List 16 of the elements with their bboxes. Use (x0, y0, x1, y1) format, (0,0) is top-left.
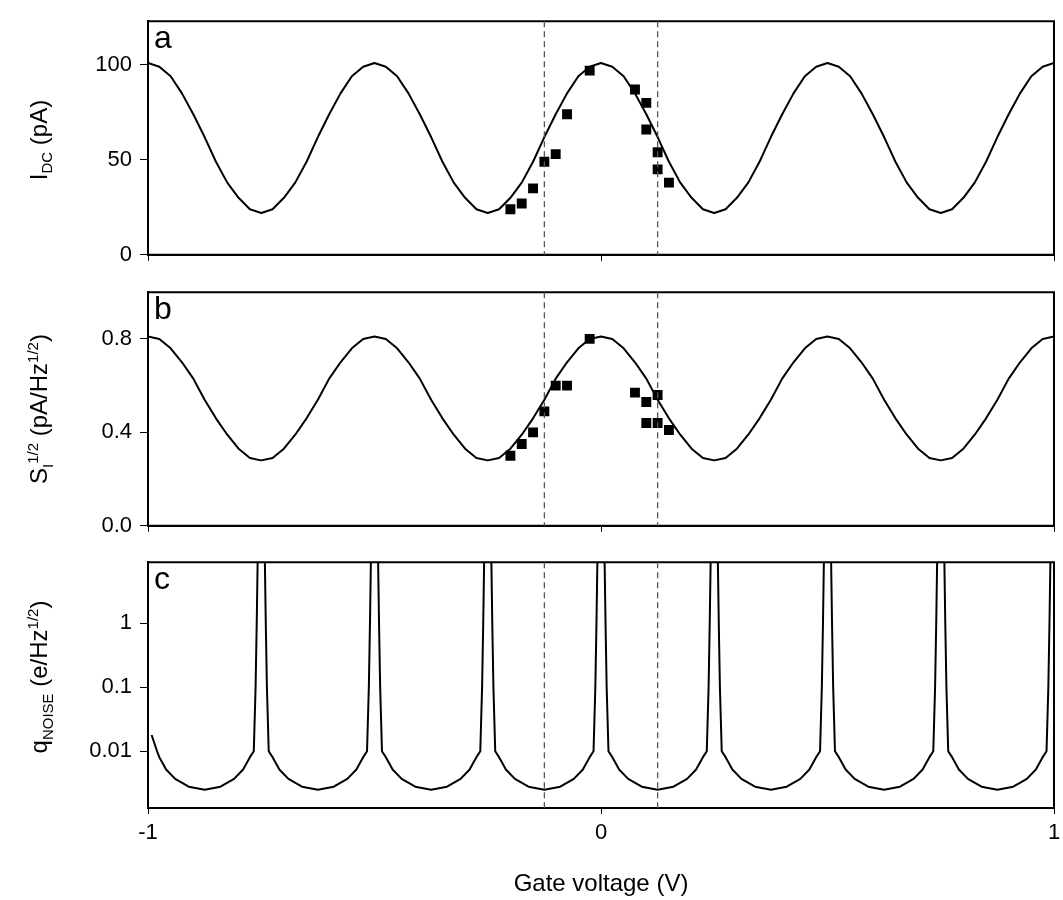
x-tick-label: 1 (1047, 819, 1061, 845)
x-axis-title: Gate voltage (V) (513, 869, 689, 897)
y-tick-label: 50 (107, 145, 132, 171)
x-tick-label: 0 (594, 819, 608, 845)
y-tick-label: 0.8 (101, 324, 132, 350)
annotation: b (154, 290, 172, 327)
annotation: a (154, 19, 172, 56)
y-tick-label: 0.1 (101, 673, 132, 699)
y-tick-label: 100 (95, 50, 132, 76)
y-tick-label: 1 (119, 609, 132, 635)
y-tick-label: 0.4 (101, 418, 132, 444)
y-tick-label: 0 (119, 240, 132, 266)
y-tick-label: 0.0 (101, 511, 132, 537)
y-tick-label: 0.01 (89, 737, 132, 763)
annotation: c (154, 560, 170, 597)
x-tick-label: -1 (138, 819, 158, 845)
